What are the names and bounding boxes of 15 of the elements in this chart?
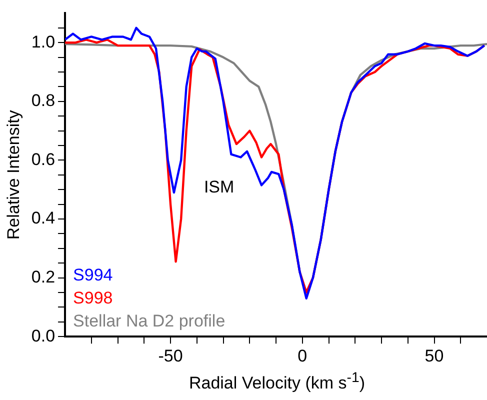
text: 1.0 [31,32,56,52]
y-tick-label: 0.2 [31,267,56,286]
text: S994 [73,266,113,285]
y-tick-label: 0.6 [31,150,56,169]
y-tick-label: 0.8 [31,91,56,110]
x-axis-title: Radial Velocity (km s$^{-1}$) [188,370,366,394]
x-tick-label: 50 [424,346,444,366]
text: Stellar Na D2 profile [73,312,226,331]
annotation: ISM [204,178,234,197]
text: 0.0 [31,326,56,346]
x-tick-label: 0 [298,346,308,366]
y-tick-label: 0.4 [31,208,56,228]
y-axis-title: Relative Intensity [4,110,23,240]
x-tick-label: -50 [158,346,183,366]
text: S998 [73,288,113,308]
